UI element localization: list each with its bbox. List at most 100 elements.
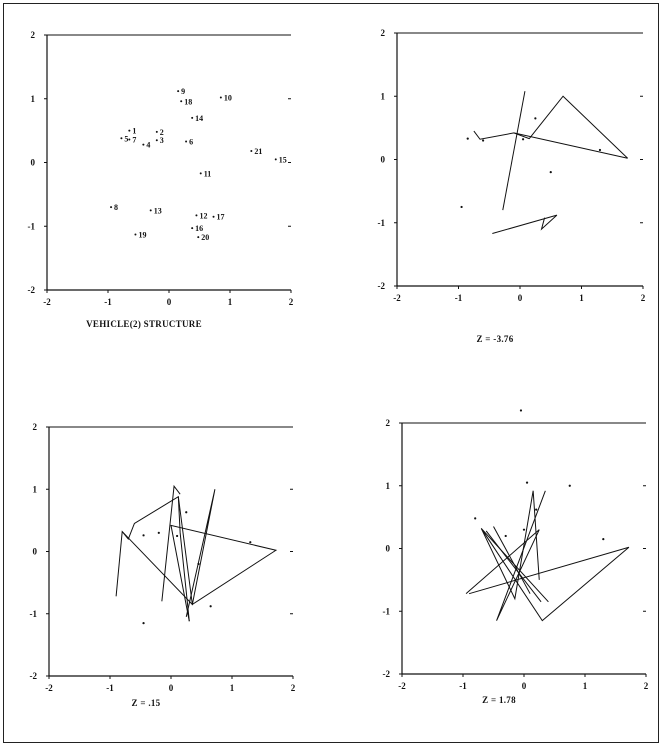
data-point-label-4: 4 [146,141,150,150]
data-point-label-1: 1 [132,127,136,136]
data-point [249,541,252,544]
x-tick-label: 2 [641,293,646,303]
x-tick-label: -2 [45,683,53,693]
data-point-6 [185,140,188,143]
x-tick-label: 0 [167,297,172,307]
chart-panel-3: -2 -1 0 1 2 -2 -1 0 1 2 Z = .15 [30,422,296,708]
y-tick-label: 0 [381,155,386,165]
data-point-label-6: 6 [189,137,193,146]
data-point [519,409,523,412]
series-line-1 [115,495,278,622]
data-point-19 [134,233,137,236]
y-tick-label: 1 [381,91,386,101]
data-point-4 [142,143,145,146]
x-tick-label: 2 [291,683,296,693]
data-point-label-19: 19 [138,231,146,240]
data-point [185,511,188,514]
y-tick-label: 1 [386,481,391,491]
series-line-4 [502,91,526,211]
data-point-10 [219,96,222,99]
y-tick-label: -1 [378,218,386,228]
data-point-16 [191,227,194,230]
y-tick-label: 2 [386,418,391,428]
data-point-label-17: 17 [217,213,225,222]
data-point [197,562,200,566]
panel-caption: Z = 1.78 [482,695,516,705]
data-point [460,205,463,209]
data-point-17 [212,215,215,218]
data-point-label-18: 18 [184,97,192,106]
data-point-label-3: 3 [160,136,164,145]
data-point-label-8: 8 [114,203,118,212]
data-point-label-2: 2 [160,128,164,137]
y-tick-label: 2 [381,28,386,38]
data-point [466,137,469,140]
data-point [534,117,537,120]
y-tick-label: -2 [378,281,386,291]
y-tick-label: 0 [386,544,391,554]
x-tick-label: -2 [43,297,51,307]
panel-caption: Z = -3.76 [476,334,513,344]
data-point-8 [110,206,113,209]
series-line-2 [121,489,216,617]
x-tick-label: 2 [289,297,294,307]
x-tick-label: 2 [644,681,649,691]
chart-panel-4: -2 -1 0 1 2 -2 -1 0 1 2 Z = 1.78 [383,409,649,705]
x-tick-label: 1 [230,683,235,693]
series-line-3 [492,214,558,234]
series-line-3 [161,484,181,602]
y-tick-label: -2 [383,669,391,679]
y-tick-label: 2 [33,422,38,432]
y-tick-label: -1 [30,609,38,619]
data-point [598,148,602,152]
data-point-14 [191,116,194,119]
panel-caption: Z = .15 [132,698,161,708]
data-point-label-9: 9 [181,87,185,96]
y-tick-label: 0 [31,158,36,168]
x-tick-label: 0 [169,683,174,693]
data-point-7 [128,138,131,141]
data-point-label-7: 7 [132,136,136,145]
data-point-label-20: 20 [201,233,209,242]
x-tick-label: -1 [104,297,112,307]
data-point-12 [195,214,198,217]
data-point-5 [120,137,123,140]
data-point-15 [274,158,277,161]
data-point [525,481,529,484]
x-tick-label: 0 [518,293,523,303]
data-point-9 [177,90,180,93]
data-point-label-16: 16 [195,224,203,233]
x-tick-label: 1 [579,293,584,303]
data-point [142,621,145,625]
panel-caption: VEHICLE(2) STRUCTURE [86,319,202,329]
data-point-13 [149,209,152,212]
data-point [535,508,538,511]
series-line-2 [513,95,628,159]
data-point [602,537,605,541]
figure-frame [3,3,659,743]
series-line-5 [485,530,542,603]
x-tick-label: -2 [398,681,406,691]
y-tick-label: -1 [383,606,391,616]
series-line-3 [480,490,540,601]
data-point-label-21: 21 [254,147,262,156]
data-point-11 [199,172,202,175]
data-point [521,138,525,141]
data-point-21 [250,150,253,153]
series-line-1 [465,490,546,621]
data-point-label-14: 14 [195,114,203,123]
x-tick-label: -1 [455,293,463,303]
y-tick-label: 1 [33,484,38,494]
data-point-label-11: 11 [204,169,212,178]
data-point-label-15: 15 [279,155,287,164]
data-point [568,484,571,487]
data-point [176,534,179,538]
data-point [549,171,552,174]
series-line-4 [177,496,190,622]
data-point [474,517,477,520]
y-tick-label: -2 [28,285,36,295]
x-tick-label: -1 [106,683,114,693]
data-point [504,534,507,538]
x-tick-label: 0 [522,681,527,691]
